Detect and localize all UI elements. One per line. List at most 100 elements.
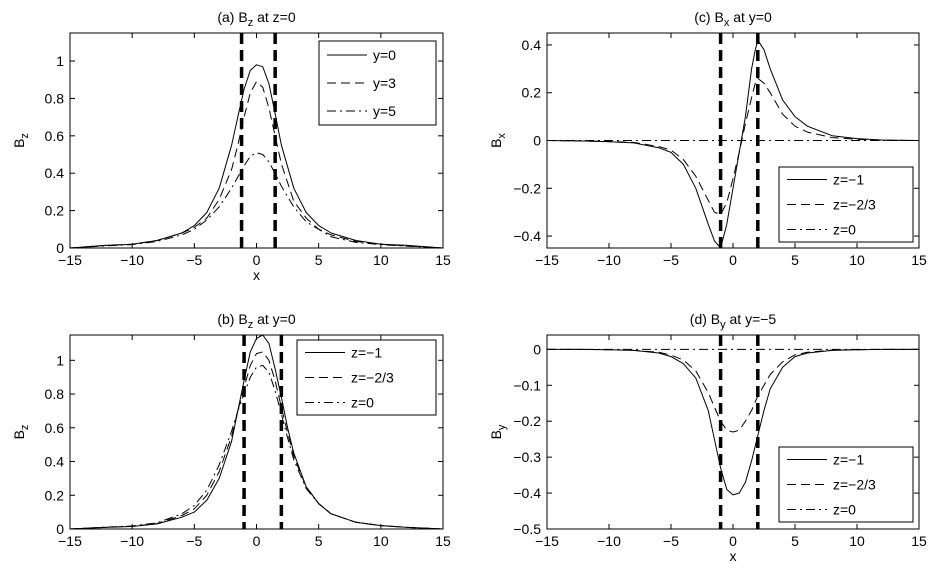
panel-b-xtick-label: −15 bbox=[58, 533, 82, 549]
panel-d-xtick-label: −5 bbox=[663, 533, 679, 549]
panel-c-legend-label: z=−2/3 bbox=[833, 197, 876, 213]
panel-a-title-rest: at z=0 bbox=[253, 9, 296, 25]
panel-b-ytick-label: 0.2 bbox=[45, 487, 65, 503]
panel-c-xtick-label: 15 bbox=[911, 252, 927, 268]
panel-c-xtick-label: 10 bbox=[849, 252, 865, 268]
panel-c-ytick-label: 0.2 bbox=[522, 85, 542, 101]
panel-a-ylabel-main: B bbox=[11, 139, 27, 148]
panel-c-ylabel-main: B bbox=[488, 139, 504, 148]
panel-b-series-line bbox=[69, 351, 444, 530]
panel-a-xtick-label: 10 bbox=[373, 252, 389, 268]
panel-b-series-line bbox=[69, 364, 444, 530]
panel-b-title: (b) Bz at y=0 bbox=[217, 311, 295, 331]
panel-d-xtick-label: −15 bbox=[535, 533, 559, 549]
panel-a-ytick-label: 1 bbox=[56, 53, 64, 69]
panel-d-title-sub: y bbox=[720, 319, 726, 331]
panel-c-ytick-label: 0 bbox=[533, 133, 541, 149]
panel-d-legend-label: z=−1 bbox=[833, 452, 864, 468]
panel-a-ytick-label: 0.4 bbox=[45, 165, 65, 181]
panel-a-ylabel-sub: z bbox=[19, 133, 31, 139]
panel-a-xtick-label: 5 bbox=[315, 252, 323, 268]
panel-a-xtick-label: 15 bbox=[435, 252, 451, 268]
panel-c-legend-label: z=−1 bbox=[833, 172, 864, 188]
panel-c-legend-label: z=0 bbox=[833, 222, 856, 238]
panel-d-xtick-label: 5 bbox=[791, 533, 799, 549]
panel-a-ytick-label: 0.2 bbox=[45, 203, 65, 219]
panel-d-xtick-label: 15 bbox=[911, 533, 927, 549]
panel-a-series-line bbox=[69, 152, 444, 249]
panel-c-ytick-label: 0.4 bbox=[522, 37, 542, 53]
panel-b-ylabel-main: B bbox=[11, 430, 27, 439]
panel-d-ytick-label: −0.2 bbox=[513, 413, 541, 429]
panel-b-legend-label: z=−1 bbox=[351, 345, 382, 361]
panel-d-ytick-label: −0.3 bbox=[513, 449, 541, 465]
panel-d-title-rest: at y=−5 bbox=[726, 311, 777, 327]
panel-d-title: (d) By at y=−5 bbox=[690, 311, 777, 331]
panel-a-ytick-label: 0 bbox=[56, 240, 64, 256]
panel-c-xtick-label: 5 bbox=[791, 252, 799, 268]
panel-d-xlabel: x bbox=[730, 548, 737, 564]
panel-d: −15 −10 −5 0 5 10 15 −0.5 −0.4 −0.3 −0.2 −0.1 0 (d) B… bbox=[488, 311, 927, 564]
panel-b-xtick-label: 15 bbox=[435, 533, 451, 549]
panel-b-xtick-label: −5 bbox=[186, 533, 202, 549]
panel-c: −15 −10 −5 0 5 10 15−0.4−0.200.20.4(c) Bx at y… bbox=[488, 9, 927, 268]
panel-d-ylabel-main: B bbox=[488, 430, 504, 439]
panel-c-xtick-label: 0 bbox=[729, 252, 737, 268]
panel-c-ylabel-sub: x bbox=[496, 133, 508, 139]
panel-b: −15 −10 −5 0 5 10 15 0 0.2 0.4 0.6 0.8 1 (b) Bz at y=… bbox=[11, 311, 451, 549]
panel-a-legend-label: y=0 bbox=[373, 47, 396, 63]
panel-d-series-line bbox=[547, 348, 919, 496]
panel-a-xtick-label: −5 bbox=[186, 252, 202, 268]
panel-c-title-sub: x bbox=[724, 17, 730, 29]
panel-a-legend-label: y=5 bbox=[373, 103, 396, 119]
panel-a-xtick-label: −15 bbox=[58, 252, 82, 268]
panel-a-title: (a) Bz at z=0 bbox=[217, 9, 295, 29]
panel-a-series-line bbox=[69, 81, 444, 249]
panel-d-legend-label: z=−2/3 bbox=[833, 477, 876, 493]
panel-d-ylabel: By bbox=[488, 424, 508, 439]
panel-b-title-rest: at y=0 bbox=[253, 311, 296, 327]
panel-b-ytick-label: 0.8 bbox=[45, 386, 65, 402]
panel-a-title-main: (a) B bbox=[217, 9, 247, 25]
panel-c-ylabel: Bx bbox=[488, 133, 508, 148]
panel-c-title: (c) Bx at y=0 bbox=[694, 9, 772, 29]
panel-a-legend-label: y=3 bbox=[373, 75, 396, 91]
panel-d-ytick-label: −0.1 bbox=[513, 377, 541, 393]
panel-d-legend-label: z=0 bbox=[833, 502, 856, 518]
panel-d-ytick-label: −0.5 bbox=[513, 521, 541, 537]
panel-b-xtick-label: 0 bbox=[253, 533, 261, 549]
panel-a-xlabel: x bbox=[253, 267, 260, 283]
panel-d-xtick-label: 10 bbox=[849, 533, 865, 549]
panel-b-title-sub: z bbox=[248, 319, 254, 331]
panel-c-series-line bbox=[546, 77, 920, 216]
panel-d-xtick-label: −10 bbox=[597, 533, 621, 549]
panel-b-ytick-label: 1 bbox=[56, 352, 64, 368]
panel-c-xtick-label: −5 bbox=[663, 252, 679, 268]
panel-b-xtick-label: −10 bbox=[120, 533, 144, 549]
panel-b-ytick-label: 0.4 bbox=[45, 454, 65, 470]
panel-a-ylabel: Bz bbox=[11, 133, 31, 148]
panel-c-title-rest: at y=0 bbox=[729, 9, 772, 25]
panel-a-xtick-label: −10 bbox=[120, 252, 144, 268]
panel-c-ytick-label: −0.2 bbox=[513, 180, 541, 196]
panel-d-series-line bbox=[547, 348, 919, 433]
panel-a-title-sub: z bbox=[248, 17, 254, 29]
panel-d-ytick-label: 0 bbox=[533, 341, 541, 357]
panel-b-ytick-label: 0.6 bbox=[45, 420, 65, 436]
panel-b-legend-label: z=−2/3 bbox=[351, 370, 394, 386]
panel-c-title-main: (c) B bbox=[694, 9, 724, 25]
panel-c-xtick-label: −15 bbox=[535, 252, 559, 268]
panel-c-ytick-label: −0.4 bbox=[513, 228, 541, 244]
panel-b-xtick-label: 5 bbox=[315, 533, 323, 549]
panel-a-xtick-label: 0 bbox=[253, 252, 261, 268]
panel-b-ylabel: Bz bbox=[11, 425, 31, 440]
panel-c-xtick-label: −10 bbox=[597, 252, 621, 268]
panel-b-ytick-label: 0 bbox=[56, 521, 64, 537]
panel-d-xtick-label: 0 bbox=[729, 533, 737, 549]
panel-b-xtick-label: 10 bbox=[373, 533, 389, 549]
panel-b-title-main: (b) B bbox=[217, 311, 247, 327]
panel-b-legend-label: z=0 bbox=[351, 395, 374, 411]
